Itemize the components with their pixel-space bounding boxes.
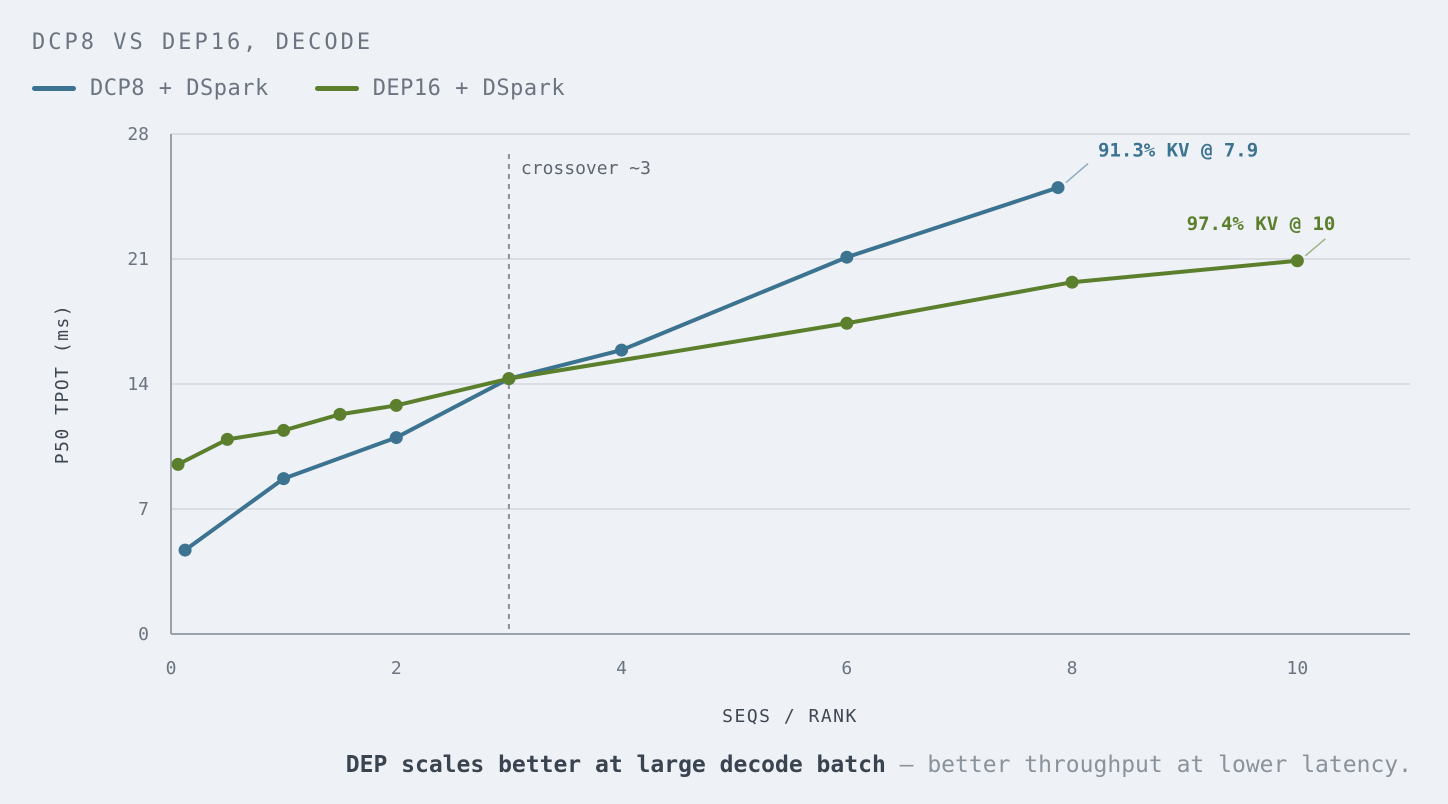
y-tick-label-7: 7 bbox=[138, 499, 149, 520]
chart-title: DCP8 VS DEP16, DECODE bbox=[32, 30, 374, 55]
annotation-leader-0 bbox=[1065, 163, 1089, 184]
grid-lines bbox=[171, 133, 1410, 510]
series-1-point-0 bbox=[171, 457, 185, 471]
x-tick-label-10: 10 bbox=[1287, 658, 1309, 679]
series-line-0 bbox=[183, 185, 1061, 553]
legend-label-dep16: DEP16 + DSpark bbox=[372, 76, 566, 101]
series-layer bbox=[171, 181, 1304, 557]
chart-legend: DCP8 + DSpark DEP16 + DSpark bbox=[32, 76, 565, 101]
x-tick-label-0: 0 bbox=[166, 658, 177, 679]
series-0-point-5 bbox=[840, 250, 854, 264]
series-line-1 bbox=[176, 258, 1300, 467]
annotation-label-0: 91.3% KV @ 7.9 bbox=[1098, 140, 1258, 162]
legend-label-dcp8: DCP8 + DSpark bbox=[90, 76, 269, 101]
annotations: 91.3% KV @ 7.9 97.4% KV @ 10 bbox=[1065, 140, 1336, 257]
series-1-point-8 bbox=[1290, 254, 1304, 268]
caption-bold: DEP scales better at large decode batch bbox=[345, 752, 886, 778]
series-0-point-6 bbox=[1051, 181, 1065, 195]
series-0-point-0 bbox=[178, 543, 192, 557]
x-tick-label-2: 2 bbox=[391, 658, 402, 679]
caption-rest: — better throughput at lower latency. bbox=[885, 752, 1412, 778]
annotation-leader-1 bbox=[1304, 238, 1326, 257]
series-1-point-4 bbox=[389, 398, 403, 412]
x-tick-label-6: 6 bbox=[841, 658, 852, 679]
series-1-point-2 bbox=[277, 423, 291, 437]
legend-swatch-dep16 bbox=[314, 86, 359, 91]
legend-swatch-dcp8 bbox=[32, 86, 76, 91]
legend-item-dcp8: DCP8 + DSpark bbox=[32, 76, 269, 101]
y-tick-label-14: 14 bbox=[127, 374, 149, 395]
x-tick-label-8: 8 bbox=[1067, 658, 1078, 679]
x-axis-label: SEQS / RANK bbox=[722, 706, 858, 727]
y-tick-label-21: 21 bbox=[127, 249, 149, 270]
series-1-point-5 bbox=[502, 372, 516, 386]
series-1-point-1 bbox=[220, 432, 234, 446]
x-tick-label-4: 4 bbox=[616, 658, 627, 679]
series-0-point-4 bbox=[615, 343, 629, 357]
chart-caption: DEP scales better at large decode batch … bbox=[346, 752, 1412, 778]
axes bbox=[170, 134, 1410, 635]
series-1-point-7 bbox=[1065, 275, 1079, 289]
y-tick-label-28: 28 bbox=[127, 124, 149, 145]
y-tick-label-0: 0 bbox=[138, 624, 149, 645]
y-axis-label: P50 TPOT (ms) bbox=[52, 304, 73, 464]
series-1-point-6 bbox=[840, 316, 854, 330]
crossover-marker: crossover ~3 bbox=[507, 154, 651, 634]
tick-labels: 0 7 14 21 28 0 2 4 6 8 10 bbox=[127, 124, 1308, 679]
annotation-label-1: 97.4% KV @ 10 bbox=[1187, 213, 1336, 235]
series-0-point-1 bbox=[277, 472, 291, 486]
legend-item-dep16: DEP16 + DSpark bbox=[314, 76, 566, 101]
series-1-point-3 bbox=[333, 407, 347, 421]
crossover-label: crossover ~3 bbox=[521, 158, 651, 179]
series-0-point-2 bbox=[389, 431, 403, 445]
